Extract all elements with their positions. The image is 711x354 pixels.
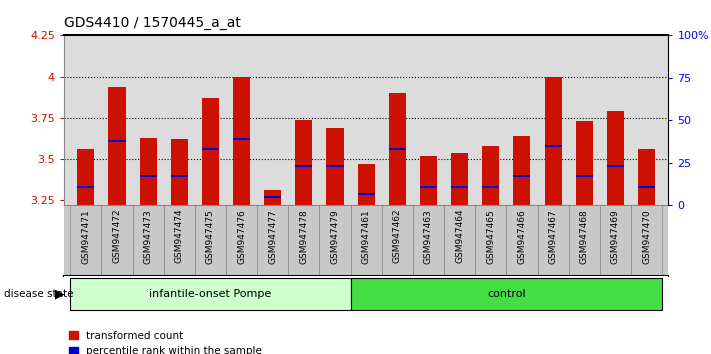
- Bar: [351, 278, 662, 310]
- Bar: [202, 148, 219, 150]
- Bar: [475, 205, 506, 276]
- Bar: [139, 138, 156, 205]
- Bar: [326, 165, 343, 167]
- Text: GSM947464: GSM947464: [455, 209, 464, 263]
- Bar: [482, 186, 499, 188]
- Bar: [420, 186, 437, 188]
- Bar: [638, 186, 655, 188]
- Bar: [202, 98, 219, 205]
- Bar: [569, 205, 600, 276]
- Text: GSM947469: GSM947469: [611, 209, 620, 264]
- Text: GSM947478: GSM947478: [299, 209, 309, 264]
- Text: ▶: ▶: [55, 287, 65, 300]
- Bar: [264, 196, 282, 198]
- Bar: [70, 278, 351, 310]
- Bar: [451, 186, 468, 188]
- Bar: [576, 175, 593, 177]
- Text: GSM947465: GSM947465: [486, 209, 496, 264]
- Bar: [171, 139, 188, 205]
- Bar: [545, 77, 562, 205]
- Bar: [451, 153, 468, 205]
- Bar: [606, 111, 624, 205]
- Bar: [389, 148, 406, 150]
- Bar: [102, 205, 132, 276]
- Bar: [326, 128, 343, 205]
- Bar: [631, 205, 662, 276]
- Bar: [77, 149, 95, 205]
- Text: GSM947473: GSM947473: [144, 209, 153, 264]
- Bar: [506, 205, 538, 276]
- Text: GSM947470: GSM947470: [642, 209, 651, 264]
- Bar: [513, 175, 530, 177]
- Bar: [108, 86, 126, 205]
- Text: disease state: disease state: [4, 289, 73, 299]
- Bar: [226, 205, 257, 276]
- Bar: [295, 165, 312, 167]
- Text: GSM947467: GSM947467: [549, 209, 557, 264]
- Text: GSM947479: GSM947479: [331, 209, 340, 264]
- Bar: [513, 136, 530, 205]
- Text: GSM947477: GSM947477: [268, 209, 277, 264]
- Bar: [600, 205, 631, 276]
- Bar: [233, 138, 250, 141]
- Bar: [358, 164, 375, 205]
- Text: GSM947461: GSM947461: [362, 209, 370, 264]
- Bar: [420, 156, 437, 205]
- Text: GSM947476: GSM947476: [237, 209, 246, 264]
- Text: infantile-onset Pompe: infantile-onset Pompe: [149, 289, 272, 299]
- Text: GSM947463: GSM947463: [424, 209, 433, 264]
- Bar: [257, 205, 288, 276]
- Bar: [195, 205, 226, 276]
- Bar: [77, 186, 95, 188]
- Bar: [576, 121, 593, 205]
- Text: GSM947474: GSM947474: [175, 209, 183, 263]
- Bar: [139, 175, 156, 177]
- Text: GSM947471: GSM947471: [81, 209, 90, 264]
- Bar: [108, 140, 126, 142]
- Bar: [351, 205, 382, 276]
- Text: GSM947462: GSM947462: [392, 209, 402, 263]
- Text: GSM947466: GSM947466: [518, 209, 526, 264]
- Text: GSM947475: GSM947475: [206, 209, 215, 264]
- Bar: [538, 205, 569, 276]
- Bar: [482, 146, 499, 205]
- Bar: [358, 193, 375, 195]
- Bar: [389, 93, 406, 205]
- Bar: [288, 205, 319, 276]
- Bar: [382, 205, 413, 276]
- Legend: transformed count, percentile rank within the sample: transformed count, percentile rank withi…: [69, 331, 262, 354]
- Bar: [413, 205, 444, 276]
- Text: GDS4410 / 1570445_a_at: GDS4410 / 1570445_a_at: [64, 16, 241, 30]
- Bar: [545, 145, 562, 147]
- Bar: [70, 205, 102, 276]
- Bar: [606, 165, 624, 167]
- Bar: [164, 205, 195, 276]
- Bar: [233, 77, 250, 205]
- Text: GSM947472: GSM947472: [112, 209, 122, 263]
- Bar: [444, 205, 475, 276]
- Text: GSM947468: GSM947468: [579, 209, 589, 264]
- Text: control: control: [487, 289, 525, 299]
- Bar: [638, 149, 655, 205]
- Bar: [264, 190, 282, 205]
- Bar: [319, 205, 351, 276]
- Bar: [171, 175, 188, 177]
- Bar: [295, 120, 312, 205]
- Bar: [132, 205, 164, 276]
